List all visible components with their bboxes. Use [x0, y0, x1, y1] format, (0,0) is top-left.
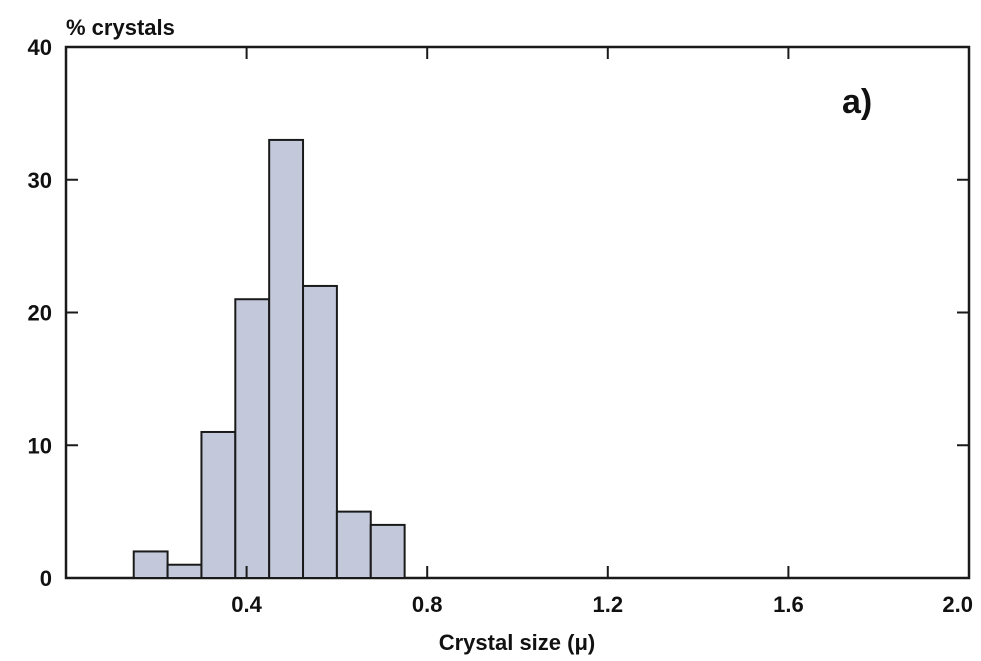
x-axis-title: Crystal size (μ) — [439, 630, 596, 655]
y-tick-label: 20 — [28, 301, 52, 326]
y-axis-ticks: 0 10 20 30 40 — [28, 35, 969, 591]
x-axis-ticks: 0.4 0.8 1.2 1.6 2.0 — [231, 47, 973, 617]
panel-label: a) — [842, 83, 872, 121]
histogram-bar — [200, 430, 237, 579]
x-tick-label: 0.8 — [412, 592, 443, 617]
y-axis-title: % crystals — [66, 15, 175, 40]
y-tick-label: 10 — [28, 433, 52, 458]
y-tick-label: 30 — [28, 168, 52, 193]
histogram-bar — [335, 510, 372, 579]
histogram-bar — [302, 284, 338, 579]
histogram-bar — [369, 523, 406, 580]
x-tick-label: 1.6 — [773, 592, 804, 617]
histogram-bar — [234, 298, 271, 579]
y-tick-label: 0 — [40, 566, 52, 591]
histogram-bar — [268, 138, 305, 580]
y-tick-label: 40 — [28, 35, 52, 60]
x-tick-label: 0.4 — [231, 592, 262, 617]
bar-group — [132, 138, 406, 580]
histogram-bar — [166, 563, 203, 579]
x-tick-label: 1.2 — [593, 592, 624, 617]
histogram-bar — [132, 550, 169, 580]
x-tick-label: 2.0 — [942, 592, 973, 617]
